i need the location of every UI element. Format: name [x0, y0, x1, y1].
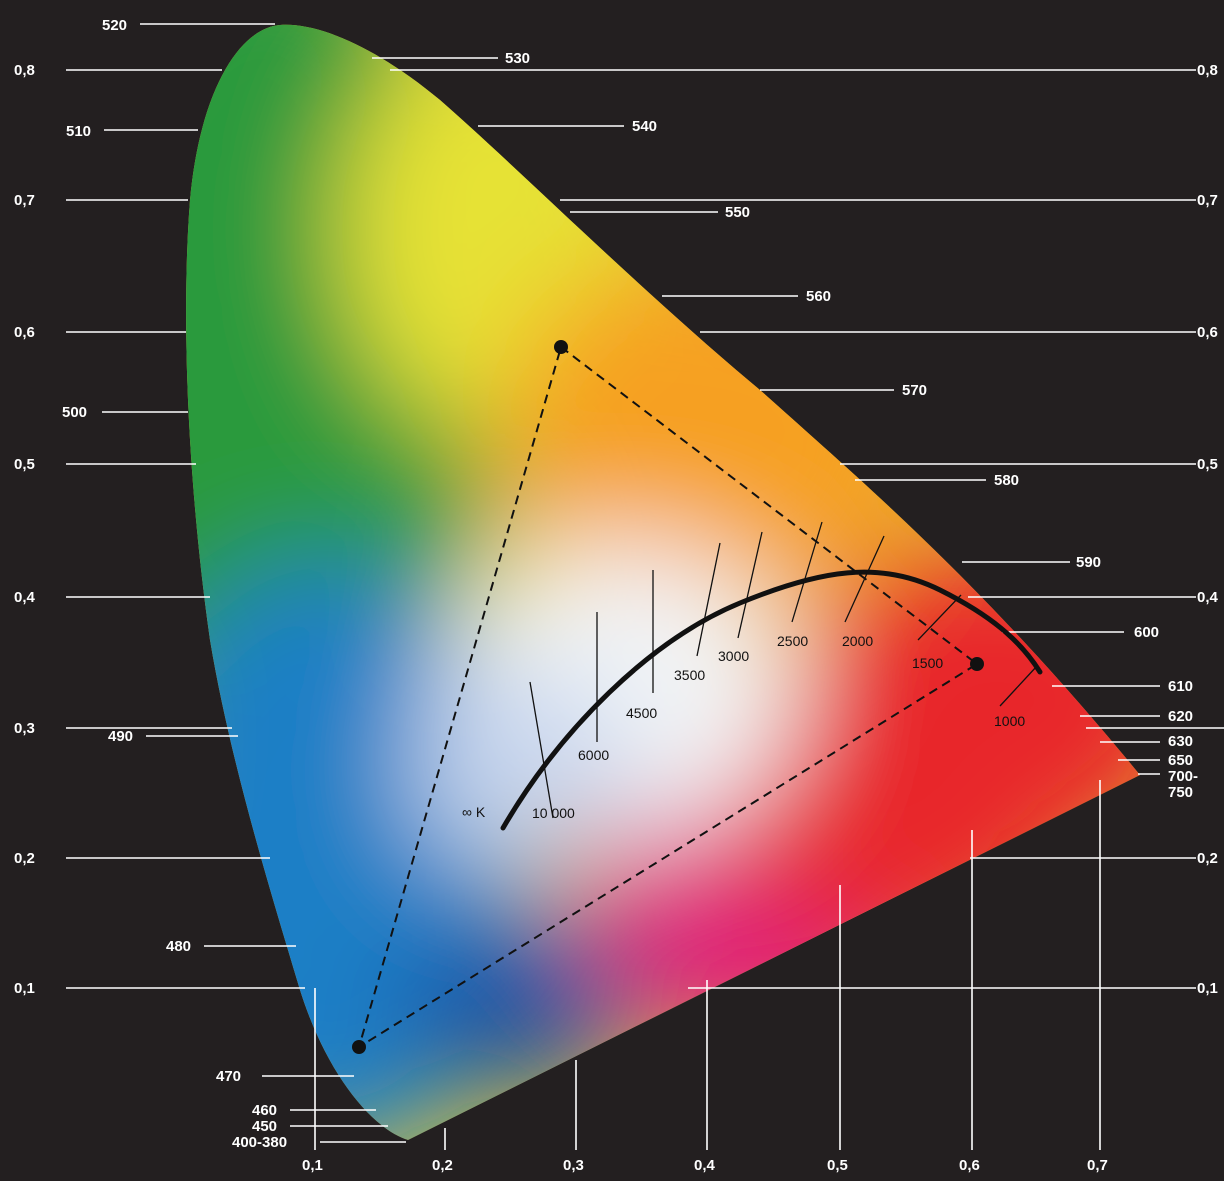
left-axis-labels: 0,8 0,7 0,6 0,5 0,4 0,3 0,2 0,1: [14, 62, 36, 997]
temperature-label: 2000: [842, 633, 873, 649]
wavelength-label: 600: [1134, 624, 1159, 641]
bottom-tick-label: 0,1: [302, 1157, 323, 1174]
wavelength-label: 400-380: [232, 1134, 287, 1151]
wavelength-label: 540: [632, 118, 657, 135]
wavelength-label: 650: [1168, 752, 1193, 769]
wavelength-label: 510: [66, 123, 91, 140]
gamut-triangle: [352, 340, 984, 1054]
wavelength-label: 590: [1076, 554, 1101, 571]
right-tick-label: 0,2: [1197, 850, 1218, 867]
wavelength-label: 620: [1168, 708, 1193, 725]
temperature-label: ∞ K: [462, 804, 486, 820]
wavelength-label: 610: [1168, 678, 1193, 695]
wavelength-label: 700-: [1168, 768, 1198, 785]
left-tick-label: 0,3: [14, 720, 35, 737]
temperature-label: 1000: [994, 713, 1025, 729]
temperature-label: 6000: [578, 747, 609, 763]
wavelength-label: 520: [102, 17, 127, 34]
right-tick-label: 0,8: [1197, 62, 1218, 79]
bottom-tick-label: 0,5: [827, 1157, 848, 1174]
left-tick-label: 0,4: [14, 589, 36, 606]
bottom-tick-label: 0,2: [432, 1157, 453, 1174]
left-tick-label: 0,5: [14, 456, 35, 473]
wavelength-label: 570: [902, 382, 927, 399]
right-tick-label: 0,6: [1197, 324, 1218, 341]
temperature-label: 3000: [718, 648, 749, 664]
right-tick-label: 0,4: [1197, 589, 1219, 606]
temperature-labels: 10 000 6000 4500 3500 3000 2500 2000 150…: [462, 633, 1025, 821]
planckian-locus: [500, 569, 1043, 831]
temperature-label: 3500: [674, 667, 705, 683]
temperature-label: 2500: [777, 633, 808, 649]
wavelength-label: 460: [252, 1102, 277, 1119]
left-tick-label: 0,8: [14, 62, 35, 79]
isotemperature-lines: [529, 521, 1038, 819]
right-axis-labels: 0,8 0,7 0,6 0,5 0,4 0,2 0,1: [1197, 62, 1219, 997]
right-tick-label: 0,7: [1197, 192, 1218, 209]
wavelength-label: 530: [505, 50, 530, 67]
wavelength-label: 630: [1168, 733, 1193, 750]
right-axis-lines: [390, 69, 1224, 989]
wavelength-label: 500: [62, 404, 87, 421]
bottom-tick-label: 0,6: [959, 1157, 980, 1174]
wavelength-labels: 520 530 510 540 550 560 570 500 580 590 …: [62, 17, 1198, 1151]
wavelength-label: 470: [216, 1068, 241, 1085]
temperature-label: 4500: [626, 705, 657, 721]
blue-primary-point: [352, 1040, 366, 1054]
wavelength-label: 750: [1168, 784, 1193, 801]
wavelength-label: 490: [108, 728, 133, 745]
bottom-axis-labels: 0,1 0,2 0,3 0,4 0,5 0,6 0,7: [302, 1157, 1108, 1174]
left-tick-label: 0,2: [14, 850, 35, 867]
wavelength-label: 560: [806, 288, 831, 305]
wavelength-label: 580: [994, 472, 1019, 489]
wavelength-label: 480: [166, 938, 191, 955]
left-tick-label: 0,7: [14, 192, 35, 209]
green-primary-point: [554, 340, 568, 354]
spectral-locus-fill: [186, 24, 1140, 1140]
temperature-label: 1500: [912, 655, 943, 671]
red-primary-point: [970, 657, 984, 671]
wavelength-label: 450: [252, 1118, 277, 1135]
bottom-tick-label: 0,3: [563, 1157, 584, 1174]
bottom-axis-lines: [314, 780, 1101, 1150]
temperature-label: 10 000: [532, 805, 575, 821]
wavelength-leader-lines: [102, 23, 1160, 1143]
right-tick-label: 0,5: [1197, 456, 1218, 473]
bottom-tick-label: 0,7: [1087, 1157, 1108, 1174]
left-axis-lines: [66, 69, 305, 989]
left-tick-label: 0,6: [14, 324, 35, 341]
left-tick-label: 0,1: [14, 980, 35, 997]
bottom-tick-label: 0,4: [694, 1157, 716, 1174]
wavelength-label: 550: [725, 204, 750, 221]
right-tick-label: 0,1: [1197, 980, 1218, 997]
